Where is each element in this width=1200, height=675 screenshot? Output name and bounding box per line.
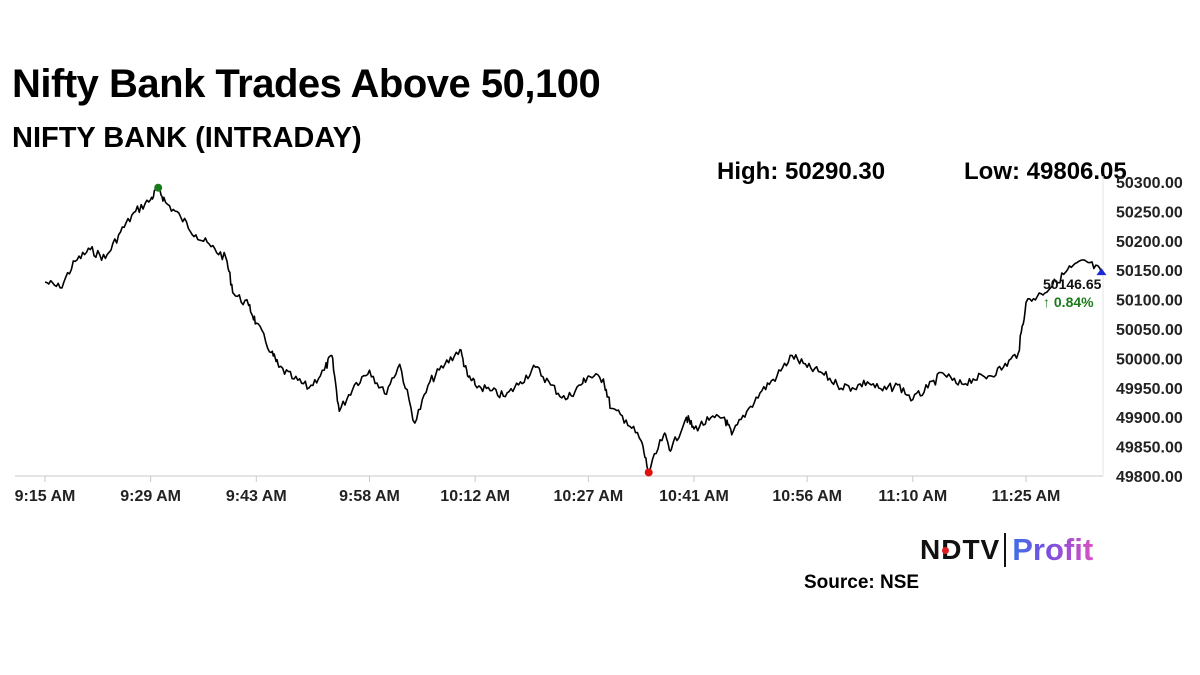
y-tick-label: 50300.00	[1116, 175, 1183, 192]
x-tick-label: 10:27 AM	[553, 488, 623, 505]
x-tick-label: 9:15 AM	[15, 488, 76, 505]
y-tick-label: 50000.00	[1116, 351, 1183, 368]
high-value-label: High: 50290.30	[717, 158, 886, 185]
y-tick-label: 49950.00	[1116, 381, 1183, 398]
chart-subtitle: NIFTY BANK (INTRADAY)	[12, 122, 362, 154]
last-price-label: 50146.65	[1043, 276, 1102, 292]
chart-axes	[15, 176, 1104, 477]
y-tick-label: 50050.00	[1116, 322, 1183, 339]
x-tick-label: 10:41 AM	[659, 488, 729, 505]
y-tick-label: 50100.00	[1116, 293, 1183, 310]
low-value-label: Low: 49806.05	[964, 158, 1127, 185]
change-percent-label: ↑ 0.84%	[1043, 294, 1094, 310]
x-tick-label: 9:29 AM	[120, 488, 181, 505]
logo-divider	[1004, 533, 1007, 567]
chart-markers	[154, 183, 1107, 477]
x-axis-ticks: 9:15 AM 9:29 AM 9:43 AM 9:58 AM 10:12 AM 10:2…	[15, 476, 1061, 505]
x-tick-label: 11:10 AM	[878, 488, 947, 505]
x-tick-label: 10:56 AM	[772, 488, 842, 505]
y-tick-label: 49800.00	[1116, 469, 1183, 486]
y-tick-label: 50150.00	[1116, 263, 1183, 280]
ndtv-profit-logo: NDTV Profit	[920, 532, 1093, 572]
x-tick-label: 10:12 AM	[440, 488, 510, 505]
logo-product: Profit	[1012, 532, 1094, 567]
logo-brand: NDTV	[920, 534, 1001, 565]
source-note: Source: NSE	[804, 572, 920, 593]
y-tick-label: 50250.00	[1116, 204, 1183, 221]
y-tick-label: 49900.00	[1116, 410, 1183, 427]
y-tick-label: 50200.00	[1116, 234, 1183, 251]
low-marker	[644, 468, 653, 477]
x-tick-label: 9:58 AM	[339, 488, 400, 505]
chart-title: Nifty Bank Trades Above 50,100	[12, 62, 601, 106]
y-axis-ticks: 50300.00 50250.00 50200.00 50150.00 50100.00…	[1116, 175, 1183, 486]
x-tick-label: 11:25 AM	[992, 488, 1061, 505]
last-price-marker	[1096, 268, 1107, 276]
logo-dot-icon	[942, 547, 949, 554]
x-tick-label: 9:43 AM	[226, 488, 287, 505]
y-tick-label: 49850.00	[1116, 440, 1183, 457]
price-line	[44, 184, 1103, 474]
high-marker	[154, 183, 163, 192]
